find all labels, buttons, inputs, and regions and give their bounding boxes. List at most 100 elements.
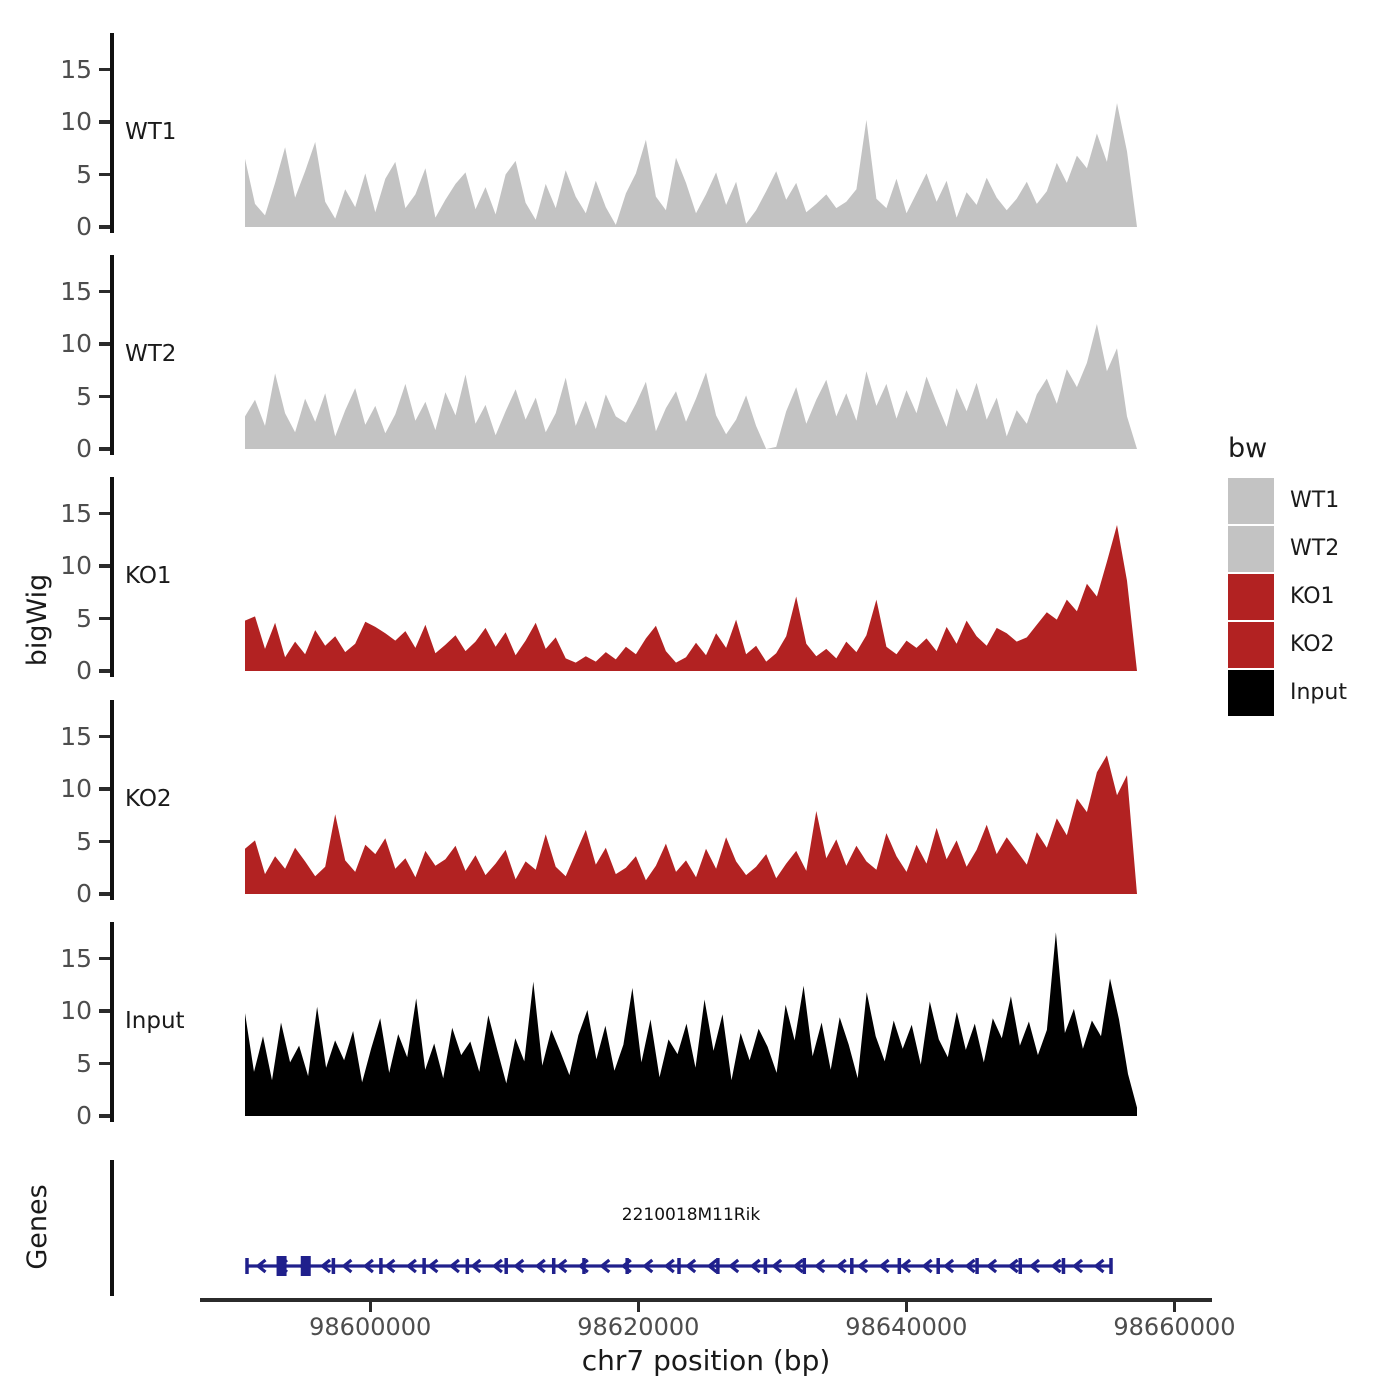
y-tick-label: 10 [60, 996, 92, 1025]
strand-arrow-left-icon [1050, 1258, 1062, 1274]
strand-arrow-left-icon [792, 1258, 804, 1274]
gene-name-label: 2210018M11Rik [621, 1205, 761, 1225]
y-tick-mark [99, 956, 110, 961]
track-panel-ko2: 0 5 10 15 KO2 [0, 700, 1400, 908]
coverage-area-ko2 [245, 755, 1137, 894]
strand-arrow-left-icon [1071, 1258, 1083, 1274]
track-label-wt2: WT2 [125, 341, 177, 367]
y-axis-line [110, 700, 114, 900]
y-tick-mark [99, 564, 110, 568]
legend-label-ko2: KO2 [1290, 632, 1335, 657]
track-label-ko2: KO2 [125, 786, 172, 812]
track-label-wt1: WT1 [125, 119, 177, 145]
y-tick-label: 5 [76, 603, 92, 633]
y-tick-mark [99, 1009, 110, 1013]
strand-arrow-left-icon [341, 1258, 353, 1274]
track-label-input: Input [125, 1008, 185, 1034]
y-tick-label: 0 [76, 434, 92, 463]
strand-arrow-left-icon [771, 1258, 783, 1274]
y-tick-label: 5 [76, 826, 92, 856]
y-tick-mark [99, 289, 110, 294]
strand-arrow-left-icon [405, 1258, 417, 1274]
legend-swatch-ko1 [1228, 574, 1274, 620]
coverage-area-wt1 [245, 103, 1137, 227]
y-axis-line [110, 477, 114, 677]
strand-arrow-left-icon [814, 1258, 826, 1274]
strand-arrow-left-icon [255, 1258, 267, 1274]
strand-arrow-left-icon [319, 1258, 331, 1274]
y-tick-mark [99, 447, 110, 451]
strand-arrow-left-icon [900, 1258, 912, 1274]
strand-arrow-left-icon [943, 1258, 955, 1274]
x-axis-line [200, 1298, 1212, 1302]
x-tick-mark [368, 1301, 372, 1312]
strand-arrow-left-icon [642, 1258, 654, 1274]
legend-swatch-wt1 [1228, 478, 1274, 524]
strand-arrow-left-icon [513, 1258, 525, 1274]
strand-arrow-left-icon [470, 1258, 482, 1274]
strand-arrow-left-icon [577, 1258, 589, 1274]
y-tick-mark [99, 892, 110, 896]
legend-title: bw [1228, 433, 1268, 464]
x-tick-label: 98640000 [845, 1313, 968, 1341]
y-tick-mark [99, 394, 110, 399]
track-panel-wt2: 0 5 10 15 WT2 [0, 255, 1400, 463]
y-tick-mark [99, 1114, 110, 1118]
y-tick-mark [99, 616, 110, 621]
y-tick-label: 5 [76, 159, 92, 189]
x-tick-label: 98600000 [309, 1313, 432, 1341]
y-axis-line [110, 922, 114, 1122]
y-tick-mark [99, 120, 110, 124]
y-tick-label: 5 [76, 1048, 92, 1078]
gene-model [245, 1256, 1113, 1276]
strand-arrow-left-icon [427, 1258, 439, 1274]
y-tick-label: 10 [60, 329, 92, 358]
y-tick-mark [99, 511, 110, 516]
strand-arrow-left-icon [986, 1258, 998, 1274]
x-tick-mark [636, 1301, 640, 1312]
x-tick-label: 98660000 [1113, 1313, 1236, 1341]
y-tick-label: 15 [60, 943, 92, 973]
y-axis-line [110, 255, 114, 455]
legend-swatch-ko2 [1228, 622, 1274, 668]
strand-arrow-left-icon [663, 1258, 675, 1274]
strand-arrow-left-icon [620, 1258, 632, 1274]
y-axis-line [110, 33, 114, 233]
y-tick-label: 5 [76, 381, 92, 411]
strand-arrow-left-icon [362, 1258, 374, 1274]
y-tick-mark [99, 172, 110, 177]
coverage-area-input [245, 932, 1137, 1116]
y-tick-mark [99, 669, 110, 673]
y-tick-label: 15 [60, 721, 92, 751]
coverage-area-ko1 [245, 525, 1137, 671]
strand-arrow-left-icon [491, 1258, 503, 1274]
track-panel-ko1: 0 5 10 15 KO1 [0, 477, 1400, 685]
x-tick-label: 98620000 [577, 1313, 700, 1341]
y-tick-mark [99, 839, 110, 844]
genes-axis-line [110, 1160, 114, 1296]
strand-arrow-left-icon [276, 1258, 288, 1274]
y-tick-mark [99, 734, 110, 739]
strand-arrow-left-icon [1028, 1258, 1040, 1274]
y-tick-mark [99, 67, 110, 72]
x-tick-mark [1172, 1301, 1176, 1312]
legend-label-wt2: WT2 [1290, 536, 1340, 561]
strand-arrow-left-icon [964, 1258, 976, 1274]
legend-label-input: Input [1290, 680, 1347, 705]
y-tick-label: 10 [60, 107, 92, 136]
legend-label-wt1: WT1 [1290, 488, 1340, 513]
strand-arrow-left-icon [556, 1258, 568, 1274]
y-tick-label: 10 [60, 774, 92, 803]
legend-label-ko1: KO1 [1290, 584, 1335, 609]
strand-arrow-left-icon [448, 1258, 460, 1274]
y-tick-mark [99, 1061, 110, 1066]
y-tick-mark [99, 787, 110, 791]
strand-arrow-left-icon [599, 1258, 611, 1274]
y-tick-label: 0 [76, 656, 92, 685]
legend-swatch-input [1228, 670, 1274, 716]
track-panel-input: 0 5 10 15 Input [0, 922, 1400, 1130]
track-panel-wt1: 0 5 10 15 WT1 [0, 33, 1400, 241]
x-tick-mark [904, 1301, 908, 1312]
y-tick-label: 15 [60, 54, 92, 84]
